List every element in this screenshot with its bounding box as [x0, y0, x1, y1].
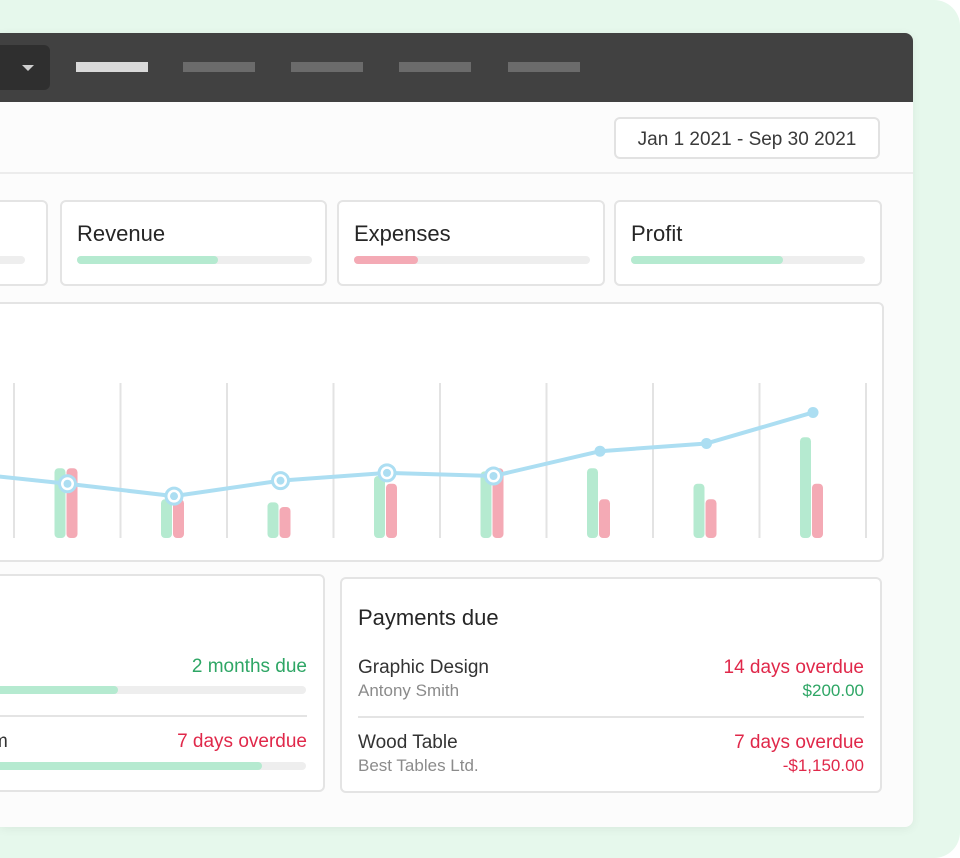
nav-tab-5[interactable]: [508, 62, 580, 72]
payment-status: 14 days overdue: [723, 657, 865, 678]
kpi-progress-track: [354, 256, 590, 264]
chart-bar-red[interactable]: [173, 499, 184, 538]
chart-bar-red[interactable]: [386, 483, 397, 538]
app-window: Jan 1 2021 - Sep 30 2021 Revenue Expense…: [0, 33, 913, 827]
chart-point-center: [276, 476, 285, 485]
chart-point-center: [383, 468, 391, 477]
row-label: m: [0, 731, 8, 753]
invoices-panel-partial: 2 months due m 7 days overdue: [0, 574, 325, 792]
chart-point-center: [170, 492, 178, 501]
payments-due-panel: Payments due Graphic Design 14 days over…: [340, 577, 882, 793]
account-dropdown[interactable]: [0, 45, 50, 90]
row-progress-track: [0, 686, 306, 694]
chart-bar-green[interactable]: [480, 471, 492, 538]
kpi-title: Revenue: [77, 221, 166, 246]
chart-point[interactable]: [701, 437, 712, 449]
chart-bar-green[interactable]: [161, 499, 172, 538]
row-progress-fill: [0, 762, 263, 770]
row-progress-track: [0, 762, 306, 770]
nav-tab-4[interactable]: [399, 62, 471, 72]
chevron-down-icon: [22, 65, 34, 71]
nav-tab-3[interactable]: [291, 62, 363, 72]
kpi-progress-track: [631, 256, 865, 264]
nav-tab-2[interactable]: [183, 62, 255, 72]
payment-amount: $200.00: [802, 681, 864, 700]
kpi-title: Profit: [631, 221, 683, 246]
chart-bar-red[interactable]: [492, 468, 504, 538]
chart-point[interactable]: [594, 445, 606, 457]
chart-bar-green[interactable]: [374, 476, 385, 538]
row-divider: [358, 716, 864, 718]
chart-bar-green[interactable]: [693, 483, 705, 538]
row-status: 2 months due: [191, 656, 307, 677]
chart-bar-red[interactable]: [279, 507, 291, 538]
chart-bar-green[interactable]: [267, 502, 279, 538]
payment-client: Best Tables Ltd.: [358, 756, 479, 775]
kpi-card-profit[interactable]: Profit: [614, 200, 882, 286]
top-navigation-bar: [0, 33, 913, 102]
nav-tab-1[interactable]: [76, 62, 148, 72]
chart-bar-green[interactable]: [587, 468, 598, 538]
kpi-title: Expenses: [354, 221, 451, 246]
chart-card: [0, 302, 884, 562]
chart-bar-green[interactable]: [800, 437, 811, 538]
date-range-button[interactable]: Jan 1 2021 - Sep 30 2021: [614, 117, 880, 159]
kpi-progress-fill: [354, 256, 418, 264]
kpi-progress-fill: [631, 256, 784, 264]
chart-bar-red[interactable]: [812, 483, 823, 538]
kpi-progress-fill: [77, 256, 218, 264]
payment-name: Wood Table: [358, 732, 458, 753]
payment-amount: -$1,150.00: [782, 756, 864, 775]
payment-status: 7 days overdue: [734, 732, 864, 753]
kpi-card-partial[interactable]: [0, 200, 48, 286]
chart-point-center: [489, 472, 498, 480]
chart-trend-line: [0, 410, 814, 499]
chart-bar-red[interactable]: [599, 499, 610, 538]
kpi-card-revenue[interactable]: Revenue: [60, 200, 327, 286]
row-status: 7 days overdue: [177, 731, 307, 752]
kpi-card-expenses[interactable]: Expenses: [337, 200, 605, 286]
row-divider: [0, 715, 307, 717]
performance-chart: [0, 383, 867, 538]
payment-name: Graphic Design: [358, 657, 489, 678]
header-divider: [0, 172, 913, 174]
chart-point[interactable]: [807, 406, 819, 418]
payment-client: Antony Smith: [358, 681, 460, 700]
row-progress-fill: [0, 686, 118, 694]
panel-title: Payments due: [358, 605, 499, 630]
kpi-progress-track: [77, 256, 312, 264]
chart-point-center: [63, 479, 72, 488]
kpi-progress-track: [0, 256, 25, 264]
chart-bar-red[interactable]: [705, 499, 717, 538]
